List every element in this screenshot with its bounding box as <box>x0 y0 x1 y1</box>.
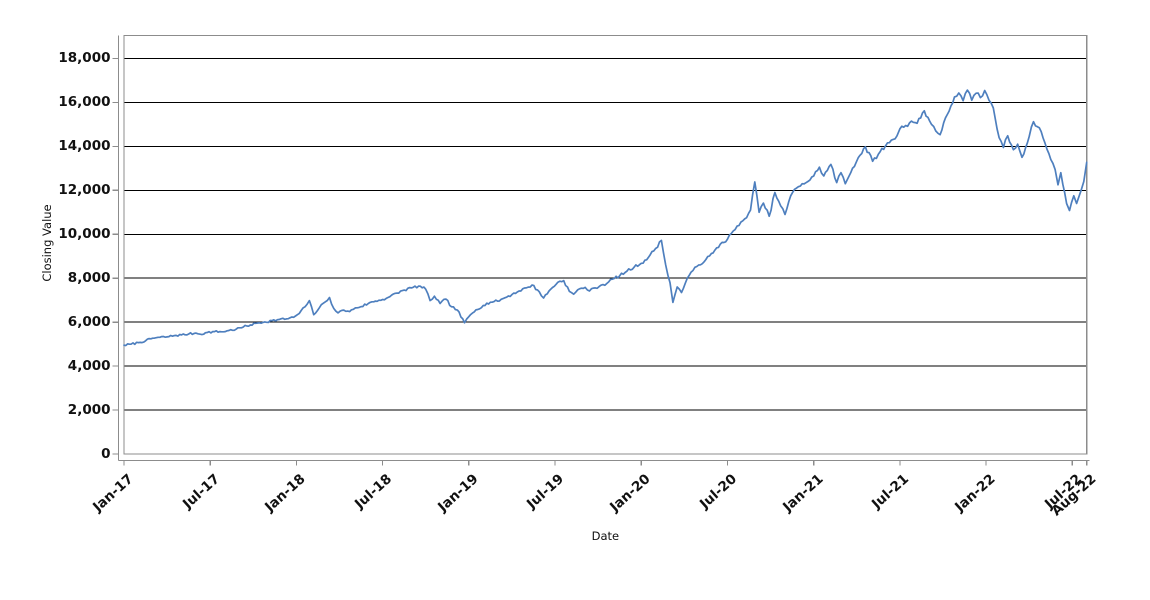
gridlines <box>124 57 1087 411</box>
price-line <box>123 89 1088 347</box>
plot-frame <box>123 34 1088 455</box>
y-tick-label: 0 <box>101 446 111 462</box>
x-axis-title: Date <box>591 529 620 543</box>
y-tick-label: 16,000 <box>58 94 111 111</box>
y-tick-label: 2,000 <box>67 402 111 419</box>
y-axis-title: Closing Value <box>40 204 54 282</box>
series-closing-value <box>123 89 1088 347</box>
y-tick-label: 12,000 <box>58 182 111 199</box>
y-tick-label: 10,000 <box>58 226 111 243</box>
y-tick-label: 8,000 <box>67 270 111 287</box>
y-tick-label: 4,000 <box>67 358 111 375</box>
y-tick-label: 14,000 <box>58 138 111 155</box>
y-tick-label: 6,000 <box>67 314 111 331</box>
y-tick-label: 18,000 <box>58 50 111 67</box>
axes <box>112 34 1090 466</box>
